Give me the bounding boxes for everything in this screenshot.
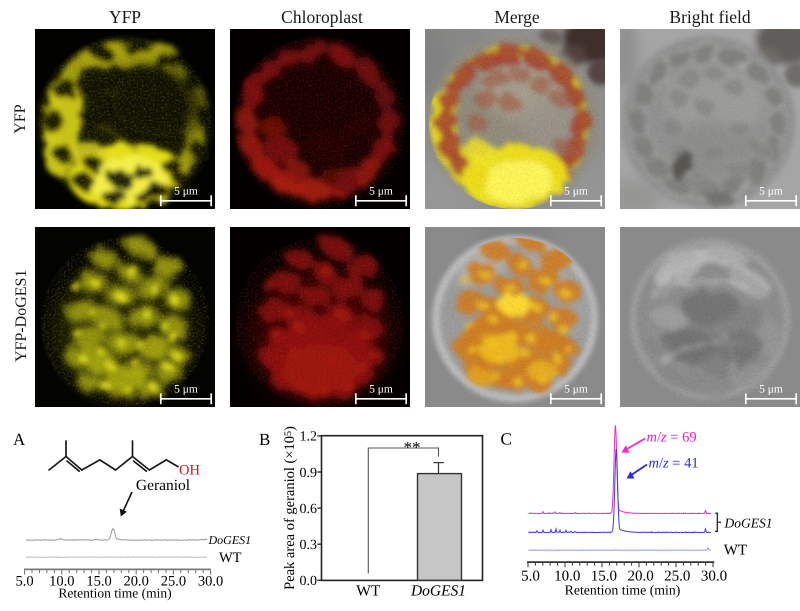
- svg-text:5.0: 5.0: [521, 569, 540, 585]
- svg-text:5 μm: 5 μm: [759, 384, 783, 396]
- svg-text:25.0: 25.0: [664, 569, 690, 585]
- svg-text:5 μm: 5 μm: [369, 186, 393, 198]
- svg-text:DoGES1: DoGES1: [410, 583, 466, 600]
- svg-text:5 μm: 5 μm: [369, 384, 393, 396]
- svg-text:5 μm: 5 μm: [174, 384, 198, 396]
- svg-text:0.0: 0.0: [300, 574, 318, 589]
- svg-text:Geraniol: Geraniol: [136, 477, 190, 494]
- svg-text:OH: OH: [179, 463, 200, 479]
- svg-text:5 μm: 5 μm: [564, 186, 588, 198]
- svg-text:DoGES1: DoGES1: [724, 516, 773, 531]
- svg-text:0.9: 0.9: [300, 466, 318, 481]
- svg-text:25.0: 25.0: [161, 574, 186, 590]
- svg-text:15.0: 15.0: [86, 574, 111, 590]
- svg-text:Retention time (min): Retention time (min): [565, 583, 681, 598]
- svg-text:10.0: 10.0: [49, 574, 74, 590]
- svg-text:5 μm: 5 μm: [174, 186, 198, 198]
- svg-text:Peak area of geraniol (×105): Peak area of geraniol (×105): [282, 426, 298, 590]
- svg-text:WT: WT: [724, 543, 747, 559]
- svg-text:WT: WT: [219, 550, 242, 566]
- svg-text:5 μm: 5 μm: [564, 384, 588, 396]
- svg-text:B: B: [259, 430, 270, 449]
- svg-text:0.3: 0.3: [300, 538, 318, 553]
- svg-text:DoGES1: DoGES1: [208, 533, 252, 547]
- svg-text:5.0: 5.0: [16, 574, 34, 590]
- svg-text:20.0: 20.0: [627, 569, 653, 585]
- svg-text:15.0: 15.0: [591, 569, 617, 585]
- svg-text:0.6: 0.6: [300, 502, 318, 517]
- svg-text:1.2: 1.2: [300, 430, 318, 445]
- svg-text:A: A: [13, 430, 26, 449]
- svg-text:5 μm: 5 μm: [759, 186, 783, 198]
- svg-text:Retention time (min): Retention time (min): [58, 586, 171, 601]
- svg-text:20.0: 20.0: [124, 574, 149, 590]
- svg-text:m/z = 41: m/z = 41: [649, 456, 699, 472]
- svg-text:C: C: [501, 430, 512, 449]
- svg-text:m/z = 69: m/z = 69: [647, 430, 697, 446]
- svg-text:**: **: [404, 438, 421, 457]
- svg-text:WT: WT: [356, 583, 381, 600]
- svg-text:30.0: 30.0: [701, 569, 727, 585]
- svg-text:30.0: 30.0: [198, 574, 223, 590]
- svg-text:10.0: 10.0: [554, 569, 580, 585]
